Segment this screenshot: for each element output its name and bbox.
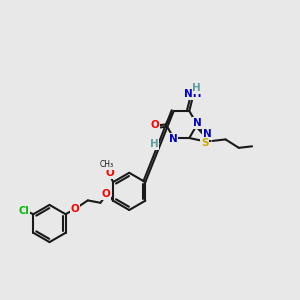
Text: O: O	[101, 189, 110, 200]
Text: CH₃: CH₃	[99, 160, 114, 169]
Text: O: O	[106, 168, 115, 178]
Text: H: H	[150, 139, 158, 149]
Text: NH: NH	[184, 89, 202, 100]
Text: N: N	[193, 118, 202, 128]
Text: O: O	[71, 204, 80, 214]
Text: O: O	[150, 120, 159, 130]
Text: N: N	[203, 129, 212, 139]
Text: H: H	[192, 83, 201, 94]
Text: N: N	[169, 134, 178, 144]
Text: Cl: Cl	[18, 206, 29, 216]
Text: S: S	[201, 138, 208, 148]
